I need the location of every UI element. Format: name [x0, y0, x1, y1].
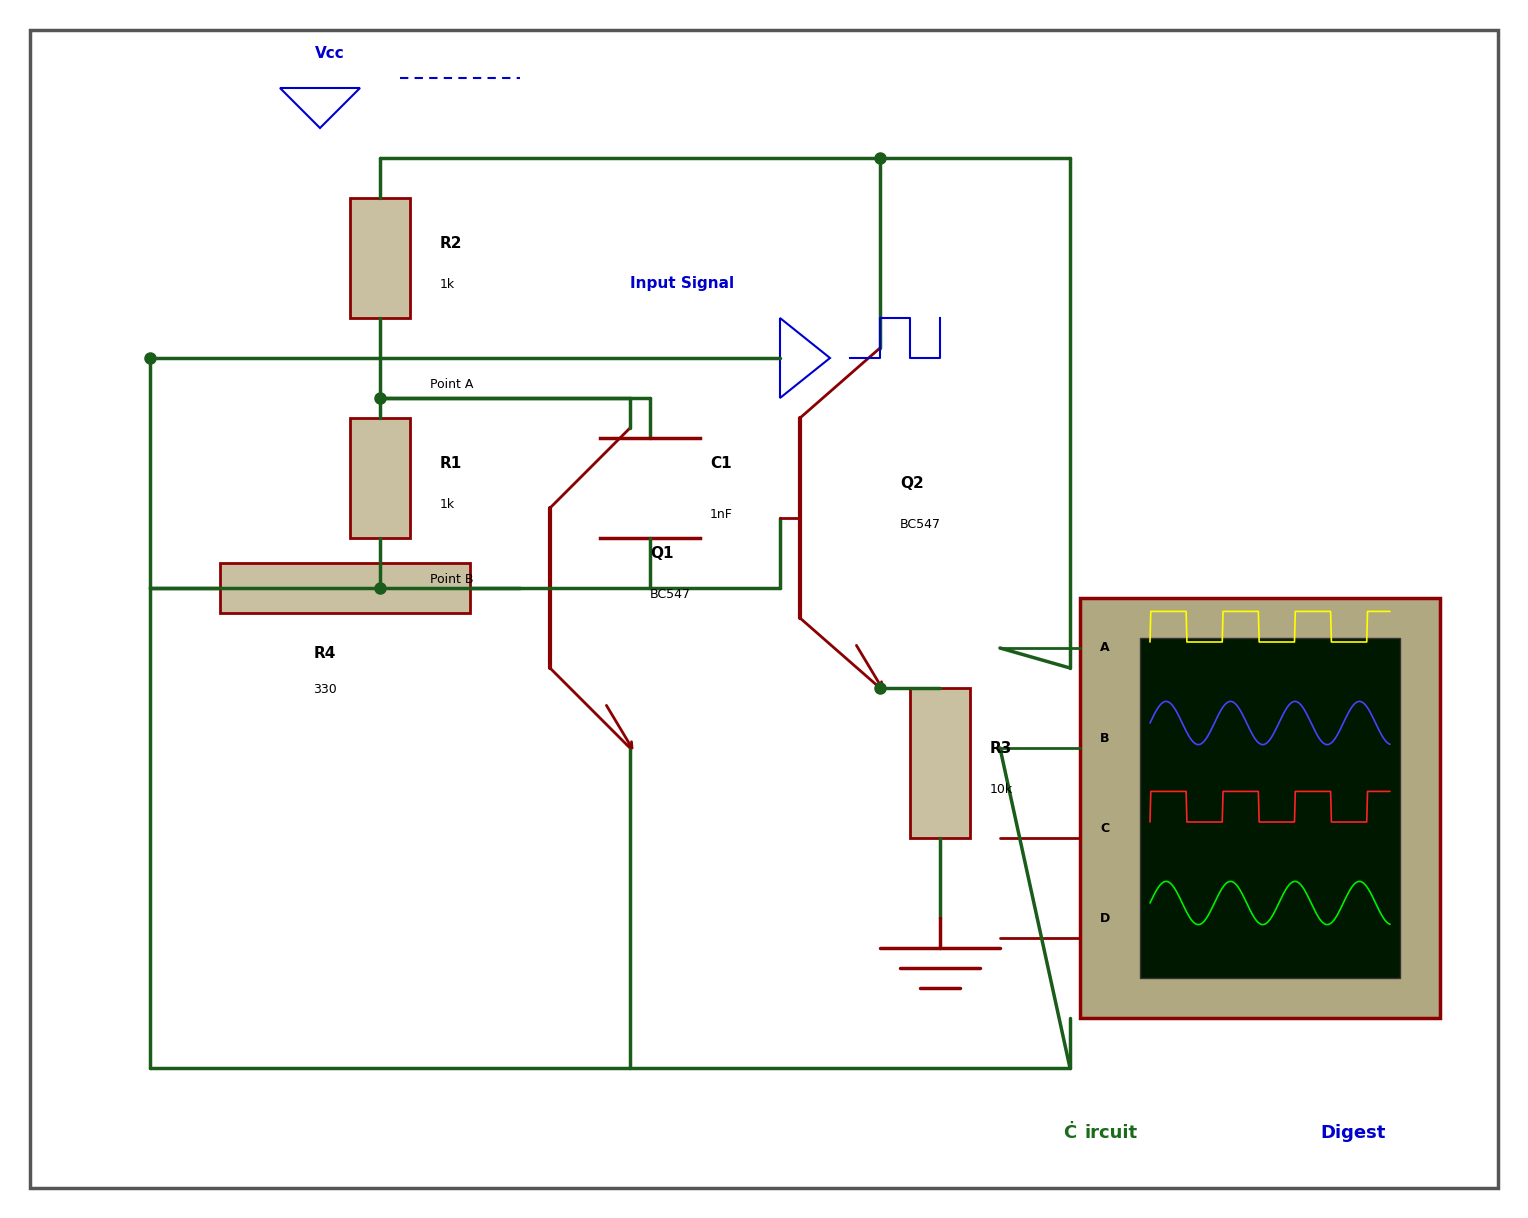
- Text: B: B: [1100, 732, 1109, 744]
- Text: A: A: [1100, 642, 1109, 654]
- Text: 10k: 10k: [990, 783, 1013, 797]
- Text: Ċ: Ċ: [1063, 1124, 1077, 1142]
- Text: Q2: Q2: [900, 476, 924, 491]
- Text: D: D: [1100, 911, 1111, 924]
- Text: BC547: BC547: [900, 518, 941, 531]
- Text: 330: 330: [313, 683, 336, 695]
- Text: BC547: BC547: [649, 588, 691, 600]
- Bar: [911, 688, 970, 838]
- Bar: [350, 418, 410, 538]
- Bar: [220, 563, 471, 613]
- Text: 1nF: 1nF: [711, 508, 733, 521]
- Text: Point B: Point B: [429, 572, 474, 586]
- Text: Q1: Q1: [649, 546, 674, 561]
- Text: ircuit: ircuit: [1085, 1124, 1138, 1142]
- Text: R1: R1: [440, 456, 463, 471]
- Text: 1k: 1k: [440, 498, 455, 512]
- Bar: [350, 199, 410, 318]
- Text: R4: R4: [313, 646, 336, 661]
- Text: Point A: Point A: [429, 378, 474, 391]
- Text: Digest: Digest: [1320, 1124, 1386, 1142]
- Bar: [1140, 638, 1400, 978]
- Text: R3: R3: [990, 741, 1013, 756]
- Text: C1: C1: [711, 456, 732, 471]
- Text: C: C: [1100, 821, 1109, 834]
- Text: R2: R2: [440, 236, 463, 251]
- Text: Input Signal: Input Signal: [630, 276, 733, 291]
- Text: 1k: 1k: [440, 278, 455, 291]
- Text: Vcc: Vcc: [315, 46, 345, 61]
- Bar: [1080, 598, 1439, 1018]
